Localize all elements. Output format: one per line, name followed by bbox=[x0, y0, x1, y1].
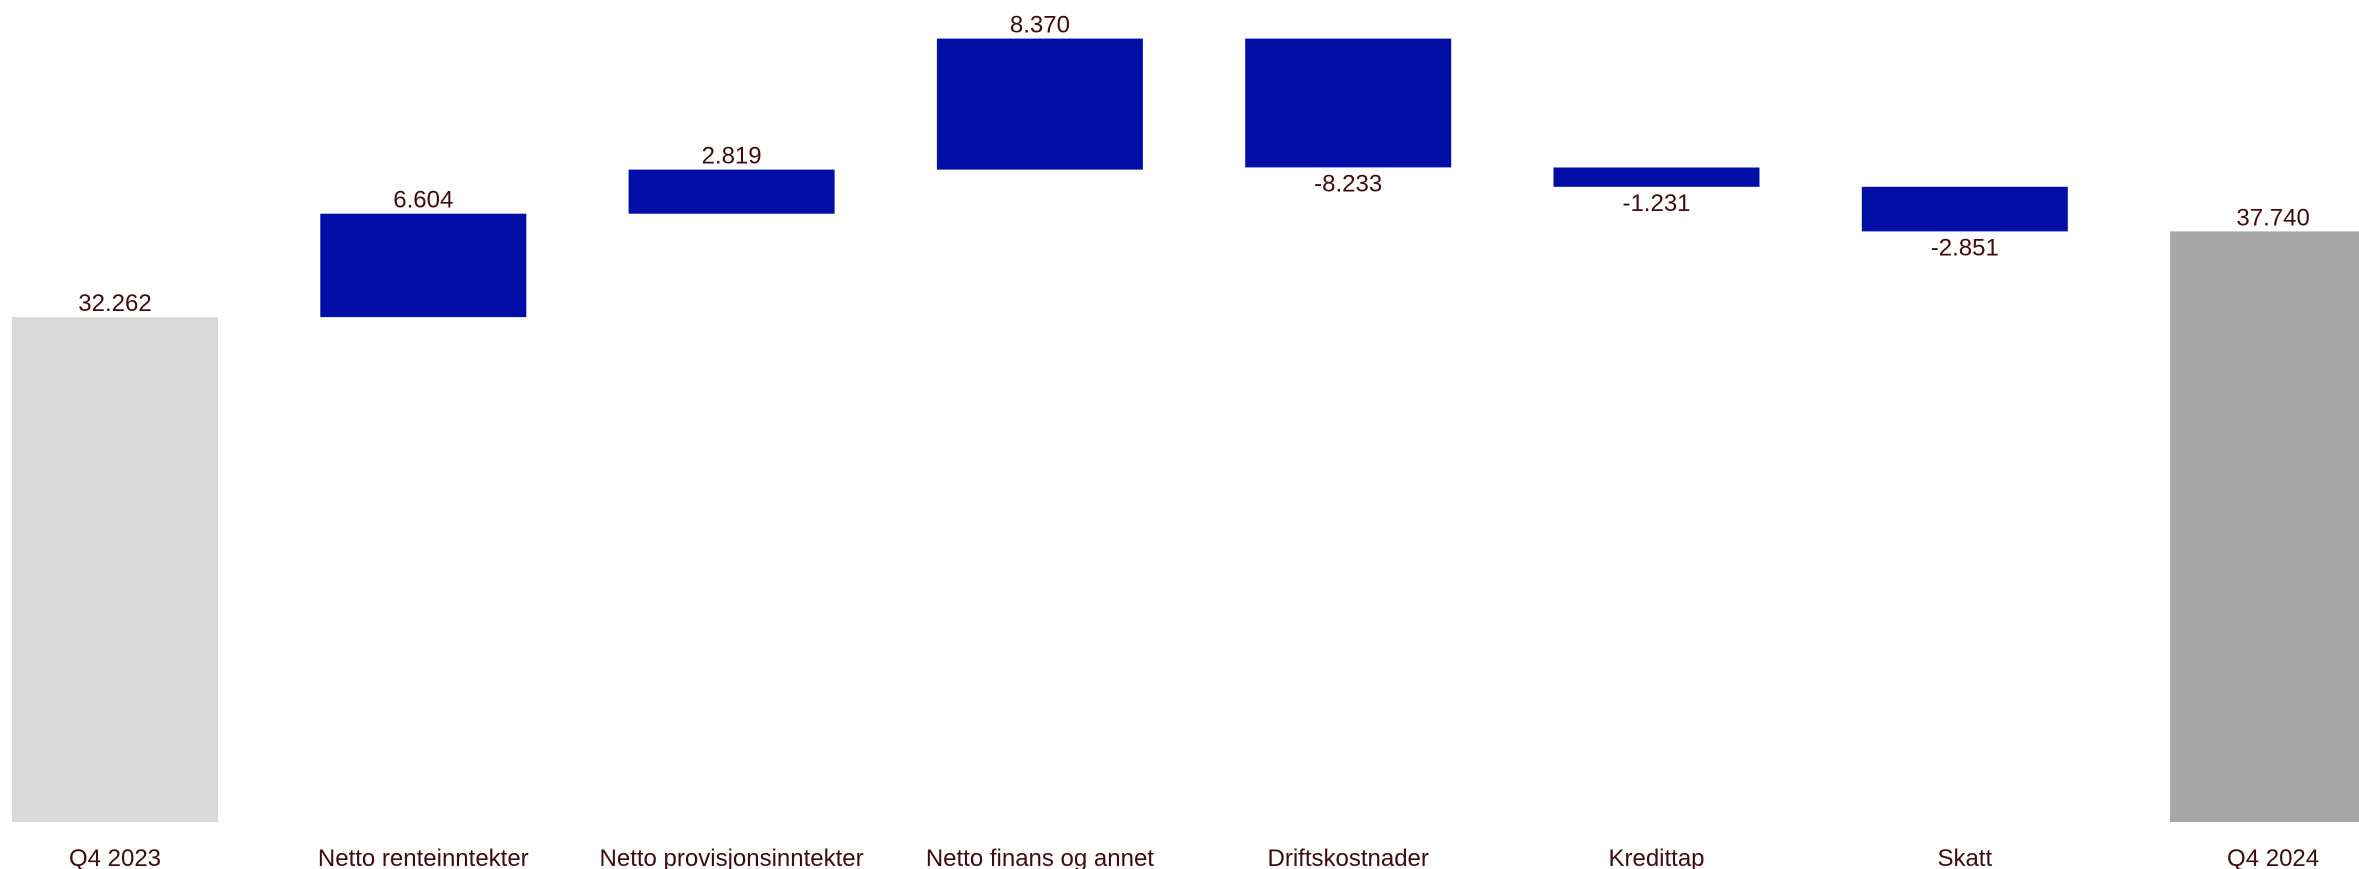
bar-q4-2024 bbox=[2170, 231, 2359, 822]
category-label-q4-2024: Q4 2024 bbox=[2227, 845, 2319, 869]
bar-netto-renteinntekter bbox=[320, 213, 527, 318]
bar-netto-provisjonsinntekter bbox=[628, 169, 835, 214]
category-label-skatt: Skatt bbox=[1937, 845, 1992, 869]
category-label-kredittap: Kredittap bbox=[1608, 845, 1704, 869]
category-label-netto-provisjonsinntekter: Netto provisjonsinntekter bbox=[600, 845, 864, 869]
value-label-q4-2023: 32.262 bbox=[78, 290, 151, 317]
category-labels-group: Q4 2023 Netto renteinntekter Netto provisj… bbox=[69, 845, 2319, 869]
category-label-q4-2023: Q4 2023 bbox=[69, 845, 161, 869]
bar-skatt bbox=[1861, 186, 2068, 232]
bar-driftskostnader bbox=[1245, 38, 1452, 168]
bar-netto-finans-og-annet bbox=[936, 38, 1143, 170]
bar-kredittap bbox=[1553, 167, 1760, 187]
category-label-netto-finans-og-annet: Netto finans og annet bbox=[926, 845, 1154, 869]
value-labels-group: 32.262 6.604 2.819 8.370 -8.233 -1.231 -2.851 3… bbox=[78, 12, 2310, 318]
value-label-driftskostnader: -8.233 bbox=[1314, 171, 1382, 198]
value-label-netto-renteinntekter: 6.604 bbox=[393, 187, 453, 214]
value-label-netto-provisjonsinntekter: 2.819 bbox=[702, 143, 762, 170]
value-label-skatt: -2.851 bbox=[1931, 234, 1999, 261]
value-label-netto-finans-og-annet: 8.370 bbox=[1010, 12, 1070, 39]
category-label-netto-renteinntekter: Netto renteinntekter bbox=[318, 845, 529, 869]
bar-q4-2023 bbox=[12, 317, 218, 822]
bars-group bbox=[12, 38, 2359, 822]
value-label-kredittap: -1.231 bbox=[1622, 190, 1690, 217]
value-label-q4-2024: 37.740 bbox=[2236, 204, 2309, 231]
category-label-driftskostnader: Driftskostnader bbox=[1268, 845, 1429, 869]
